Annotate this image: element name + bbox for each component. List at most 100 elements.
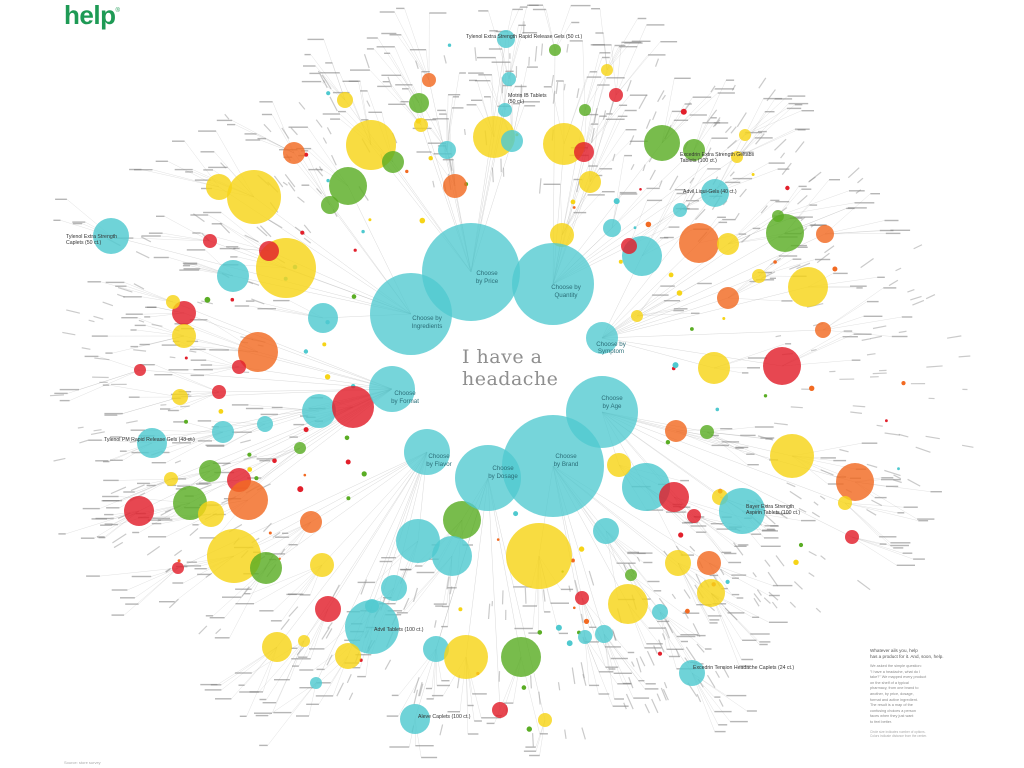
branch-line bbox=[601, 411, 853, 538]
leaf-label bbox=[660, 687, 667, 701]
leaf-label bbox=[88, 439, 102, 441]
option-circle bbox=[845, 530, 859, 544]
callout-label: Advil Liqui-Gels (40 ct.) bbox=[683, 189, 737, 195]
leaf-label bbox=[671, 110, 686, 113]
leaf-label bbox=[947, 335, 962, 339]
node-dot bbox=[368, 218, 372, 222]
leaf-label bbox=[336, 682, 344, 697]
leaf-label bbox=[209, 349, 229, 351]
leaf-label bbox=[829, 179, 840, 181]
leaf-label bbox=[855, 189, 862, 194]
leaf-label bbox=[656, 693, 661, 702]
leaf-label bbox=[263, 522, 272, 533]
leaf-label bbox=[303, 224, 312, 234]
leaf-label bbox=[318, 166, 323, 172]
leaf-label bbox=[291, 647, 298, 649]
leaf-label bbox=[244, 133, 257, 135]
option-circle bbox=[621, 238, 637, 254]
leaf-line bbox=[589, 116, 619, 183]
leaf-label bbox=[599, 168, 613, 170]
leaf-label bbox=[629, 135, 635, 146]
option-circle bbox=[549, 44, 561, 56]
callout-label-line: Tylenol Extra Strength bbox=[66, 234, 117, 240]
option-circle bbox=[687, 509, 701, 523]
leaf-label bbox=[315, 695, 334, 697]
legend-head-line: Whatever ails you, help bbox=[870, 648, 918, 653]
leaf-line bbox=[744, 95, 788, 136]
leaf-line bbox=[247, 447, 301, 489]
leaf-label bbox=[680, 634, 698, 636]
leaf-label bbox=[813, 501, 819, 506]
leaf-label bbox=[653, 645, 658, 654]
center-title-line-1: I have a bbox=[462, 346, 543, 368]
leaf-label bbox=[205, 444, 225, 446]
node-dot bbox=[204, 296, 211, 303]
option-circle bbox=[731, 151, 743, 163]
leaf-label bbox=[781, 162, 792, 176]
leaf-label bbox=[97, 536, 105, 538]
leaf-label bbox=[478, 74, 492, 76]
option-circle bbox=[335, 643, 361, 669]
leaf-label bbox=[212, 462, 231, 464]
leaf-label bbox=[888, 279, 899, 287]
leaf-label bbox=[628, 676, 634, 689]
branch-line bbox=[601, 242, 700, 339]
leaf-label bbox=[205, 572, 212, 578]
leaf-label bbox=[148, 232, 163, 234]
category-format-circle[interactable] bbox=[369, 366, 415, 412]
legend-body-line: We asked the simple question: bbox=[870, 664, 922, 668]
leaf-line bbox=[603, 633, 645, 689]
category-symptom-circle[interactable] bbox=[586, 322, 618, 354]
option-circle bbox=[164, 472, 178, 486]
leaf-label bbox=[184, 565, 202, 567]
leaf-label bbox=[673, 309, 684, 312]
leaf-label bbox=[619, 104, 628, 106]
leaf-label bbox=[146, 484, 156, 487]
leaf-label bbox=[84, 355, 99, 358]
leaf-label bbox=[597, 84, 610, 86]
leaf-label bbox=[722, 666, 730, 678]
leaf-label bbox=[890, 229, 911, 231]
branch-line bbox=[601, 297, 729, 339]
node-dot bbox=[678, 532, 684, 538]
leaf-label bbox=[639, 656, 646, 667]
leaf-label bbox=[717, 92, 735, 94]
leaf-label bbox=[520, 84, 523, 98]
leaf-label bbox=[808, 551, 817, 557]
leaf-label bbox=[714, 730, 726, 733]
leaf-label bbox=[769, 621, 788, 623]
leaf-label bbox=[623, 563, 627, 571]
leaf-label bbox=[180, 405, 190, 408]
leaf-label bbox=[135, 251, 150, 259]
leaf-label bbox=[706, 674, 716, 689]
leaf-label bbox=[689, 545, 696, 552]
leaf-label bbox=[532, 8, 547, 11]
category-ingredients-circle[interactable] bbox=[370, 273, 452, 355]
node-dot bbox=[555, 624, 562, 631]
category-flavor-circle[interactable] bbox=[404, 429, 450, 475]
leaf-label bbox=[208, 166, 228, 169]
option-circle bbox=[644, 125, 680, 161]
leaf-label bbox=[733, 542, 744, 556]
leaf-label bbox=[403, 597, 410, 610]
leaf-label bbox=[725, 125, 732, 134]
leaf-label bbox=[730, 720, 748, 723]
leaf-label bbox=[92, 376, 109, 379]
category-brand-circle[interactable] bbox=[502, 415, 604, 517]
legend-body-line: The result is a map of the bbox=[870, 703, 913, 708]
leaf-label bbox=[441, 680, 450, 682]
leaf-line bbox=[636, 313, 692, 317]
leaf-label bbox=[849, 190, 865, 192]
category-quantity-circle[interactable] bbox=[512, 243, 594, 325]
leaf-label bbox=[272, 531, 281, 538]
leaf-label bbox=[288, 126, 308, 128]
leaf-label bbox=[724, 552, 737, 555]
leaf-line bbox=[446, 72, 460, 151]
leaf-label bbox=[361, 119, 369, 121]
leaf-label bbox=[147, 519, 161, 521]
leaf-label bbox=[564, 729, 567, 739]
leaf-label bbox=[298, 656, 308, 658]
leaf-label bbox=[657, 90, 665, 103]
branch-line bbox=[139, 369, 393, 390]
leaf-label bbox=[467, 704, 474, 707]
